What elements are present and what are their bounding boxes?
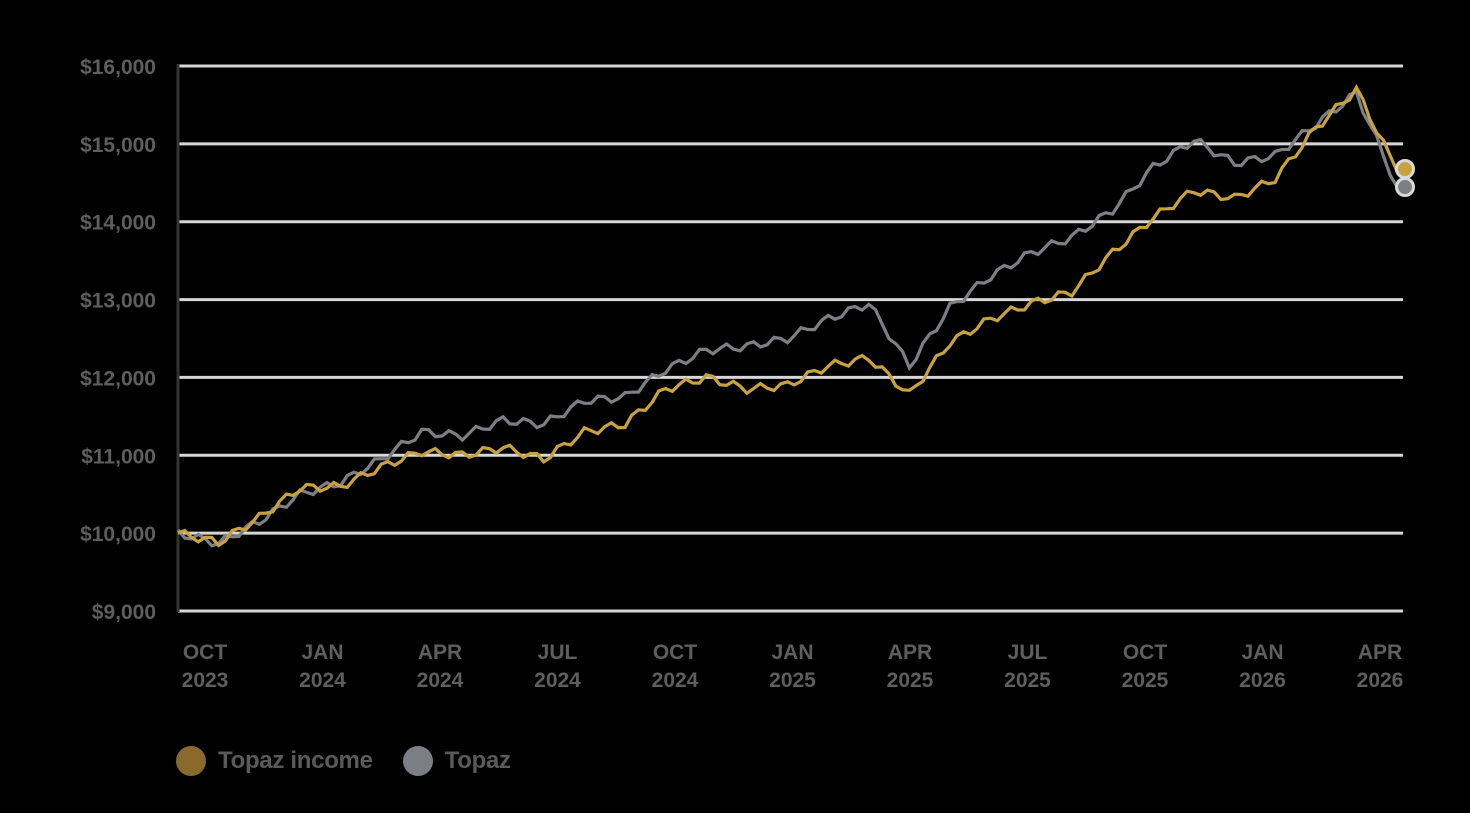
svg-text:OCT: OCT: [183, 641, 228, 664]
end-markers: [1395, 159, 1415, 197]
y-tick-label: $10,000: [80, 523, 156, 546]
x-tick-label: OCT 2023: [182, 641, 229, 692]
y-tick-label: $13,000: [80, 290, 156, 313]
gridlines: [178, 64, 1403, 613]
legend-item-topaz[interactable]: Topaz: [402, 746, 511, 776]
svg-text:2024: 2024: [534, 669, 581, 692]
x-tick-label: APR 2026: [1357, 641, 1404, 692]
svg-text:2024: 2024: [652, 669, 699, 692]
svg-text:2025: 2025: [887, 669, 934, 692]
x-tick-label: OCT 2024: [652, 641, 699, 692]
svg-text:JUL: JUL: [538, 641, 578, 664]
x-tick-label: JAN 2024: [299, 641, 346, 692]
svg-text:APR: APR: [888, 641, 932, 664]
end-marker-dot: [1395, 159, 1415, 179]
y-tick-label: $12,000: [80, 367, 156, 390]
svg-text:JAN: JAN: [771, 641, 813, 664]
svg-text:2025: 2025: [769, 669, 816, 692]
series-lines: [176, 83, 1399, 548]
legend-swatch-icon: [402, 746, 433, 776]
svg-text:2026: 2026: [1239, 669, 1286, 692]
y-tick-label: $9,000: [92, 601, 156, 624]
svg-text:2026: 2026: [1357, 669, 1404, 692]
x-tick-label: APR 2025: [887, 641, 934, 692]
y-axis-ticks: $9,000 $10,000 $11,000 $12,000 $13,000 $14,00…: [80, 56, 156, 624]
y-tick-label: $14,000: [80, 212, 156, 235]
legend-swatch-icon: [176, 746, 206, 776]
end-marker-dot: [1395, 177, 1415, 197]
legend-label: Topaz: [444, 747, 511, 774]
legend: Topaz income Topaz: [176, 746, 541, 776]
svg-text:JAN: JAN: [1241, 641, 1283, 664]
svg-text:JAN: JAN: [301, 641, 343, 664]
legend-label: Topaz income: [218, 747, 373, 774]
svg-text:OCT: OCT: [653, 641, 698, 664]
svg-text:APR: APR: [418, 641, 462, 664]
y-tick-label: $11,000: [81, 445, 156, 468]
svg-text:2024: 2024: [299, 669, 346, 692]
x-tick-label: JUL 2024: [534, 641, 581, 692]
svg-text:OCT: OCT: [1123, 641, 1168, 664]
svg-text:JUL: JUL: [1008, 641, 1048, 664]
x-tick-label: JAN 2025: [769, 641, 816, 692]
svg-text:APR: APR: [1358, 641, 1402, 664]
svg-text:2025: 2025: [1004, 669, 1051, 692]
svg-text:2024: 2024: [417, 669, 464, 692]
y-tick-label: $16,000: [80, 56, 156, 79]
legend-item-topaz-income[interactable]: Topaz income: [176, 746, 373, 776]
series-line-topaz-income: [177, 83, 1399, 548]
x-tick-label: JUL 2025: [1004, 641, 1051, 692]
series-line-topaz: [176, 89, 1399, 548]
svg-text:2023: 2023: [182, 669, 229, 692]
y-tick-label: $15,000: [80, 134, 156, 157]
x-tick-label: JAN 2026: [1239, 641, 1286, 692]
svg-text:2025: 2025: [1122, 669, 1169, 692]
x-axis-ticks: OCT 2023 JAN 2024 APR 2024 JUL 2024 OCT 2024 JAN 20…: [182, 641, 1404, 692]
x-tick-label: APR 2024: [417, 641, 464, 692]
x-tick-label: OCT 2025: [1122, 641, 1169, 692]
